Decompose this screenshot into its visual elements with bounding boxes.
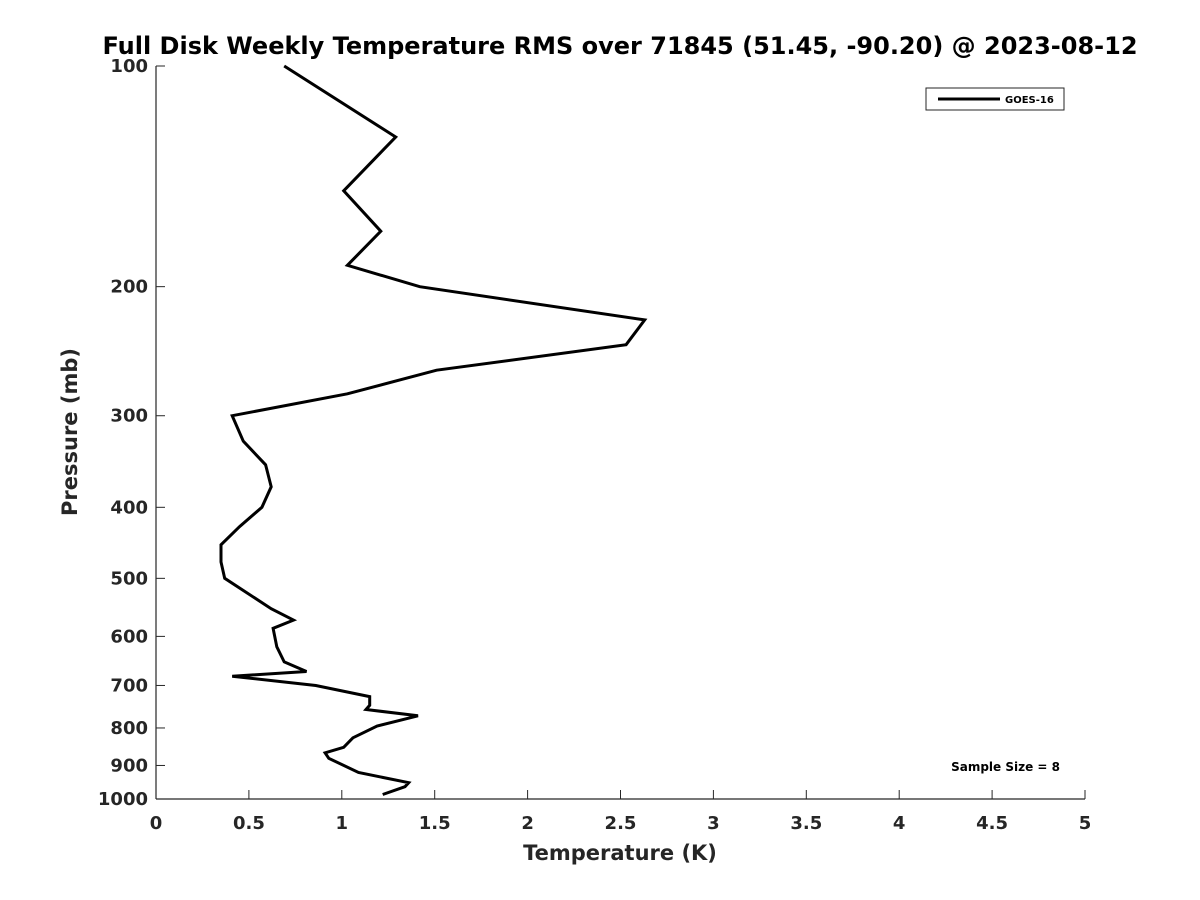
x-tick-label: 3 [707, 813, 720, 834]
x-tick-label: 1.5 [419, 813, 451, 834]
x-tick-label: 4.5 [976, 813, 1008, 834]
sample-size-annotation: Sample Size = 8 [951, 760, 1060, 774]
x-tick-label: 3.5 [790, 813, 822, 834]
y-tick-label: 900 [110, 755, 148, 776]
x-axis-label: Temperature (K) [523, 841, 717, 865]
chart-title: Full Disk Weekly Temperature RMS over 71… [102, 32, 1137, 60]
y-tick-label: 100 [110, 56, 148, 77]
y-tick-label: 600 [110, 626, 148, 647]
y-axis-label: Pressure (mb) [58, 348, 82, 516]
y-tick-label: 800 [110, 718, 148, 739]
series-layer [219, 64, 648, 796]
y-tick-label: 500 [110, 568, 148, 589]
legend-entry-goes-16: GOES-16 [1005, 95, 1054, 106]
x-tick-label: 5 [1079, 813, 1092, 834]
legend: GOES-16 [925, 87, 1065, 111]
x-tick-label: 4 [893, 813, 906, 834]
y-tick-label: 1000 [98, 789, 148, 810]
x-tick-label: 0.5 [233, 813, 265, 834]
axes: 0 0.5 1 1.5 2 2.5 3 3.5 4 4.5 5 100 200 300 400 500 600 7… [98, 56, 1091, 834]
y-tick-label: 300 [110, 406, 148, 427]
x-tick-label: 0 [150, 813, 163, 834]
y-tick-label: 200 [110, 277, 148, 298]
x-tick-label: 2.5 [605, 813, 637, 834]
x-tick-label: 2 [521, 813, 534, 834]
y-tick-label: 700 [110, 675, 148, 696]
x-tick-label: 1 [336, 813, 349, 834]
series-line-goes-16 [219, 64, 648, 796]
y-tick-label: 400 [110, 497, 148, 518]
